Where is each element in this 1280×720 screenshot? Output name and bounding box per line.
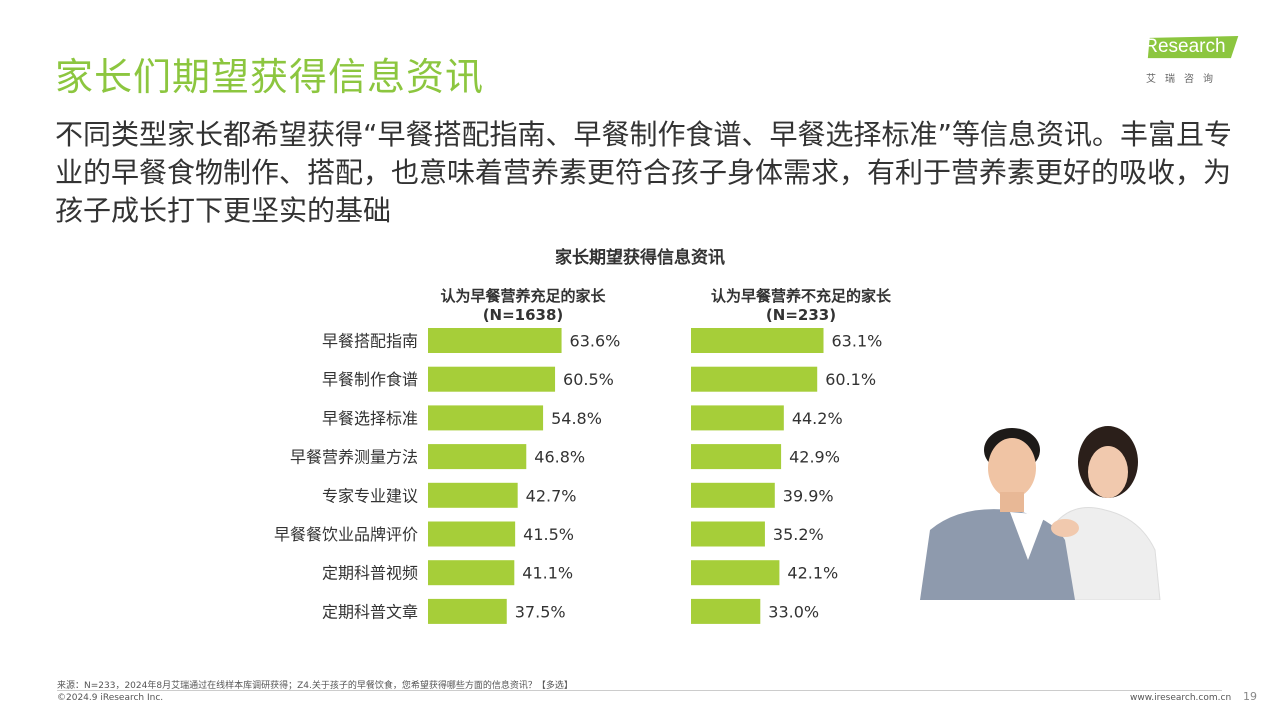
category-label: 早餐制作食谱 — [322, 370, 418, 389]
bar-s1-7 — [428, 598, 507, 624]
data-label: 54.8% — [551, 409, 602, 428]
data-label: 42.7% — [526, 486, 577, 505]
logo-text: iResearch — [1140, 36, 1226, 57]
data-label: 35.2% — [773, 525, 824, 544]
bar-s1-2 — [428, 405, 544, 431]
series-1-header: 认为早餐营养充足的家长 (N=1638) — [393, 287, 653, 325]
logo-shape — [1147, 36, 1239, 59]
page-title: 家长们期望获得信息资讯 — [55, 55, 485, 99]
bar-s2-4 — [691, 482, 775, 508]
bar-s2-2 — [691, 405, 784, 431]
bar-s1-6 — [428, 560, 515, 586]
parents-photo — [920, 426, 1161, 600]
copyright: ©2024.9 iResearch Inc. — [57, 693, 164, 703]
bar-s2-0 — [691, 328, 824, 353]
series-1-sample: (N=1638) — [482, 306, 564, 324]
data-label: 42.9% — [789, 448, 840, 467]
bar-s2-5 — [691, 521, 765, 547]
page-number: 19 — [1243, 690, 1257, 703]
data-label: 37.5% — [515, 602, 566, 621]
data-label: 63.1% — [832, 332, 883, 351]
series-2-name: 认为早餐营养不充足的家长 — [710, 287, 891, 305]
source-note: 来源：N=233，2024年8月艾瑞通过在线样本库调研获得；Z4.关于孩子的早餐… — [57, 681, 573, 691]
data-label: 42.1% — [787, 564, 838, 583]
series-2-header: 认为早餐营养不充足的家长 (N=233) — [671, 287, 931, 325]
bar-s1-1 — [428, 366, 556, 392]
category-label: 早餐搭配指南 — [322, 332, 418, 351]
category-label: 早餐餐饮业品牌评价 — [274, 525, 418, 544]
bar-s1-5 — [428, 521, 516, 547]
bar-s1-3 — [428, 444, 527, 470]
data-label: 46.8% — [534, 448, 585, 467]
data-label: 41.1% — [522, 564, 573, 583]
data-label: 60.5% — [563, 370, 614, 389]
bar-s2-6 — [691, 560, 780, 586]
bar-s1-0 — [428, 328, 562, 353]
series-1-name: 认为早餐营养充足的家长 — [440, 287, 606, 305]
bar-s2-7 — [691, 598, 761, 624]
data-label: 41.5% — [523, 525, 574, 544]
category-label: 定期科普文章 — [322, 602, 418, 621]
intro-text: 不同类型家长都希望获得“早餐搭配指南、早餐制作食谱、早餐选择标准”等信息资讯。丰… — [55, 118, 1233, 227]
bar-s1-4 — [428, 482, 518, 508]
data-label: 63.6% — [570, 332, 621, 351]
chart-title: 家长期望获得信息资讯 — [555, 248, 725, 268]
data-label: 60.1% — [825, 370, 876, 389]
bar-s2-3 — [691, 444, 782, 470]
website-link[interactable]: www.iresearch.com.cn — [1130, 693, 1232, 703]
category-label: 定期科普视频 — [322, 564, 418, 583]
data-label: 33.0% — [768, 602, 819, 621]
bar-s2-1 — [691, 366, 818, 392]
series-2-sample: (N=233) — [765, 306, 837, 324]
iresearch-logo: iResearch 艾瑞咨询 — [1140, 32, 1250, 88]
footer-divider — [57, 690, 1222, 691]
category-label: 早餐营养测量方法 — [290, 448, 418, 467]
category-label: 早餐选择标准 — [322, 409, 418, 428]
category-label: 专家专业建议 — [322, 486, 418, 505]
logo-subtitle: 艾瑞咨询 — [1146, 74, 1222, 85]
bar-chart: 早餐搭配指南 63.6% 63.1% 早餐制作食谱 60.5% 60.1% 早餐选择标准 54… — [274, 328, 883, 624]
data-label: 44.2% — [792, 409, 843, 428]
data-label: 39.9% — [783, 486, 834, 505]
